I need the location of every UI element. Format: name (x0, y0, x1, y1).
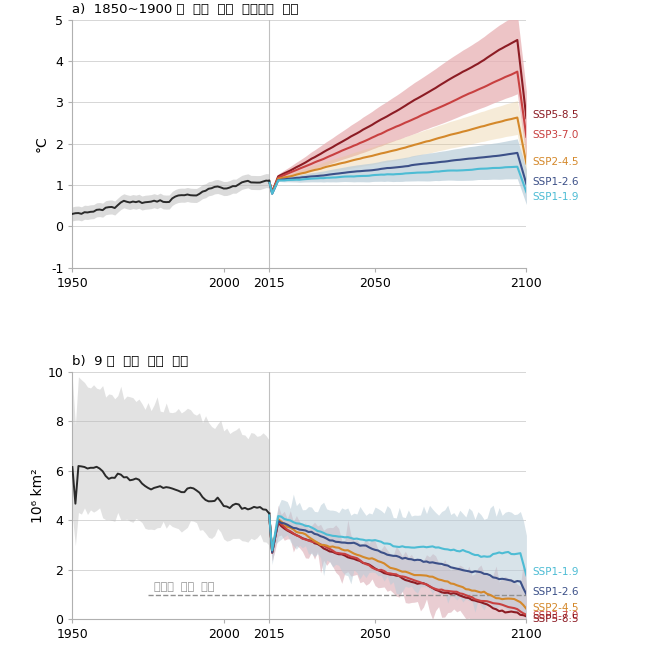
Text: 사실상  얼음  없음: 사실상 얼음 없음 (154, 582, 215, 592)
Text: a)  1850~1900 년  대비  지구  표면온도  변화: a) 1850~1900 년 대비 지구 표면온도 변화 (72, 3, 299, 16)
Text: SSP1-1.9: SSP1-1.9 (532, 567, 579, 577)
Y-axis label: °C: °C (34, 135, 48, 152)
Text: SSP1-1.9: SSP1-1.9 (532, 192, 579, 202)
Text: SSP5-8.5: SSP5-8.5 (532, 110, 579, 120)
Text: SSP3-7.0: SSP3-7.0 (532, 130, 579, 140)
Text: b)  9 월  북극  해빙  면적: b) 9 월 북극 해빙 면적 (72, 355, 189, 368)
Text: SSP2-4.5: SSP2-4.5 (532, 602, 579, 613)
Text: SSP3-7.0: SSP3-7.0 (532, 611, 579, 621)
Y-axis label: 10⁶ km²: 10⁶ km² (31, 469, 45, 523)
Text: SSP2-4.5: SSP2-4.5 (532, 157, 579, 167)
Text: SSP5-8.5: SSP5-8.5 (532, 614, 579, 624)
Text: SSP1-2.6: SSP1-2.6 (532, 587, 579, 597)
Text: SSP1-2.6: SSP1-2.6 (532, 177, 579, 187)
